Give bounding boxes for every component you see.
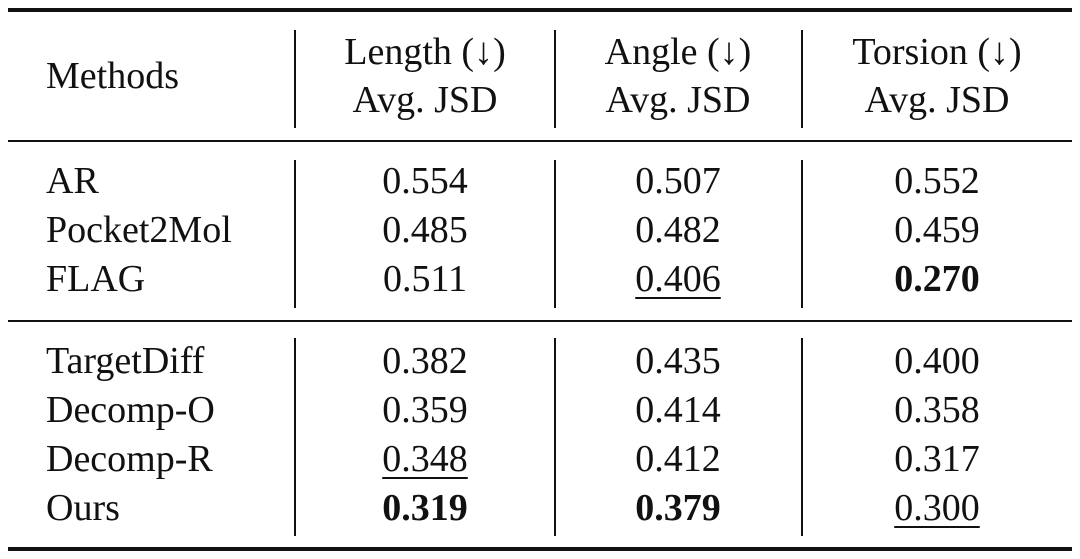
row-ar-torsion: 0.552	[894, 160, 980, 202]
row-decomp-o-length: 0.359	[382, 389, 468, 431]
group2-divider-1	[294, 338, 296, 536]
row-flag-method: FLAG	[46, 258, 146, 300]
header-methods: Methods	[46, 55, 179, 97]
row-decomp-r-length: 0.348	[382, 438, 468, 480]
header-divider-2	[554, 30, 556, 128]
row-ar-angle: 0.507	[635, 160, 721, 202]
row-ours-torsion: 0.300	[894, 487, 980, 529]
group1-divider-2	[554, 160, 556, 308]
header-separator-rule	[8, 140, 1072, 142]
table-bottom-rule	[8, 547, 1072, 551]
row-decomp-r-angle: 0.412	[635, 438, 721, 480]
row-ours-angle: 0.379	[635, 487, 721, 529]
table-top-rule	[8, 8, 1072, 12]
row-flag-length: 0.511	[382, 258, 468, 300]
row-ours-method: Ours	[46, 487, 120, 529]
row-targetdiff-method: TargetDiff	[46, 340, 205, 382]
group1-divider-1	[294, 160, 296, 308]
row-ar-length: 0.554	[382, 160, 468, 202]
row-flag-angle: 0.406	[635, 258, 721, 300]
header-length: Length (↓)	[344, 31, 506, 73]
group1-divider-3	[801, 160, 803, 308]
row-decomp-r-torsion: 0.317	[894, 438, 980, 480]
group2-divider-2	[554, 338, 556, 536]
row-decomp-o-angle: 0.414	[635, 389, 721, 431]
row-decomp-r-method: Decomp-R	[46, 438, 213, 480]
row-targetdiff-torsion: 0.400	[894, 340, 980, 382]
row-pocket2mol-torsion: 0.459	[894, 209, 980, 251]
row-ar-method: AR	[46, 160, 99, 202]
row-decomp-o-torsion: 0.358	[894, 389, 980, 431]
row-decomp-o-method: Decomp-O	[46, 389, 215, 431]
header-angle: Angle (↓)	[604, 31, 752, 73]
row-pocket2mol-length: 0.485	[382, 209, 468, 251]
row-targetdiff-angle: 0.435	[635, 340, 721, 382]
row-pocket2mol-angle: 0.482	[635, 209, 721, 251]
header-length-sub: Avg. JSD	[352, 79, 498, 121]
row-pocket2mol-method: Pocket2Mol	[46, 209, 232, 251]
group2-divider-3	[801, 338, 803, 536]
header-divider-1	[294, 30, 296, 128]
header-torsion: Torsion (↓)	[852, 31, 1022, 73]
group-separator-rule	[8, 320, 1072, 322]
row-ours-length: 0.319	[382, 487, 468, 529]
header-torsion-sub: Avg. JSD	[864, 79, 1010, 121]
row-flag-torsion: 0.270	[894, 258, 980, 300]
header-divider-3	[801, 30, 803, 128]
header-angle-sub: Avg. JSD	[605, 79, 751, 121]
row-targetdiff-length: 0.382	[382, 340, 468, 382]
